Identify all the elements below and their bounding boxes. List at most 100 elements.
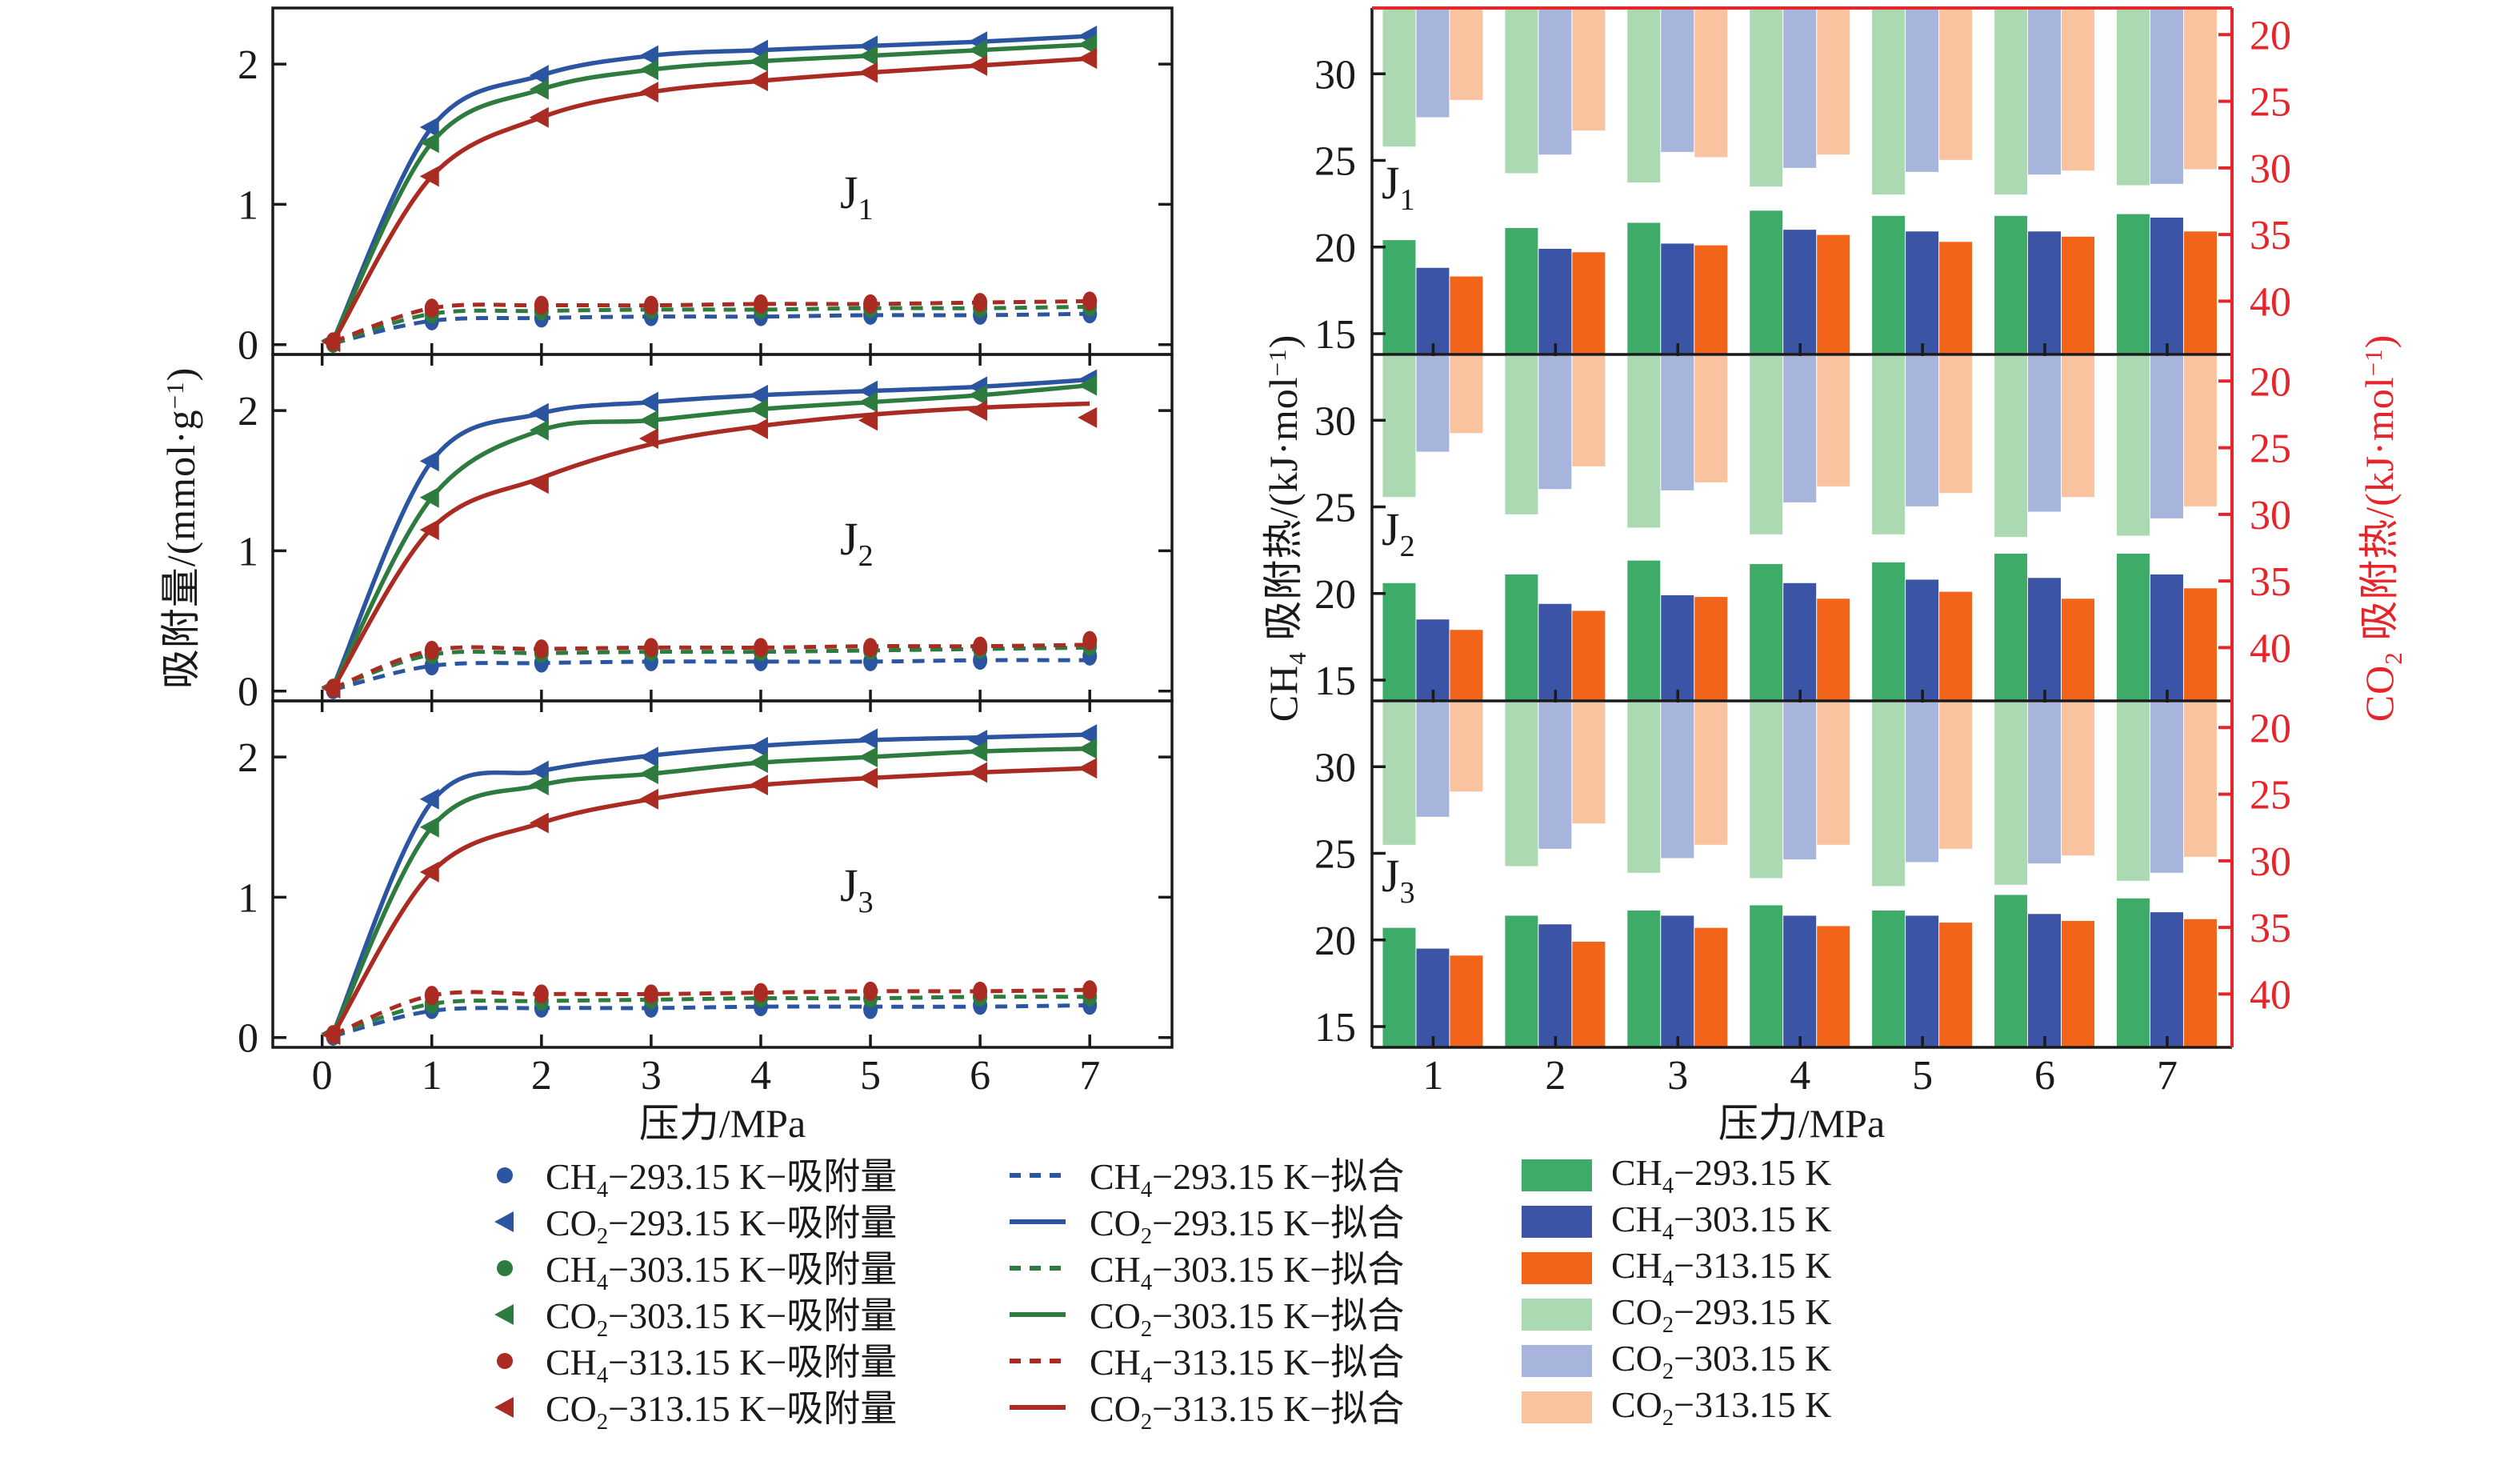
co2-heat-bar (1906, 356, 1939, 506)
data-point (419, 450, 439, 472)
triangle-left-marker-icon (494, 1397, 514, 1418)
ch4-heat-bar (2183, 231, 2217, 354)
ch4-heat-bar (1382, 582, 1416, 701)
svg-text:40: 40 (2250, 626, 2291, 671)
legend-label: CH4−303.15 K−拟合 (1090, 1249, 1405, 1295)
ch4-heat-bar (1382, 240, 1416, 354)
fit-line (332, 658, 1090, 692)
data-point (1078, 406, 1098, 428)
color-patch-icon (1522, 1159, 1592, 1191)
data-point (748, 775, 768, 796)
heats-panel-J2: 15 20 25 30 20 25 30 35 40 J2 (1314, 356, 2291, 712)
legend-item: CO2−293.15 K−吸附量 (474, 1199, 897, 1249)
data-point (1082, 980, 1098, 1000)
data-point (326, 678, 341, 698)
ch4-heat-bar (1694, 927, 1728, 1047)
co2-heat-bar (1538, 356, 1572, 490)
triangle-left-marker-icon (494, 1211, 514, 1232)
co2-heat-bar (2150, 702, 2183, 873)
ch4-heat-bar (2116, 214, 2150, 354)
svg-text:5: 5 (860, 1053, 881, 1099)
co2-heat-bar (1872, 702, 1906, 887)
data-point (748, 736, 768, 758)
ch4-heat-bar (1750, 210, 1783, 354)
co2-heat-bar (1572, 702, 1606, 824)
ch4-heat-bar (1694, 597, 1728, 701)
ch4-heat-bar (1416, 267, 1450, 354)
data-point (748, 398, 768, 420)
isotherm-x-axis-label: 压力/MPa (638, 1101, 806, 1146)
fit-line (332, 311, 1090, 346)
isotherm-panel-J2: 0 1 2 J2 (238, 353, 1174, 715)
ch4-heat-bar (1505, 227, 1538, 354)
data-point (419, 816, 439, 838)
data-point (1082, 630, 1098, 650)
svg-text:J1: J1 (1382, 157, 1415, 217)
solid-line-icon (1010, 1405, 1066, 1410)
co2-heat-bar (1817, 10, 1850, 155)
data-point (529, 78, 549, 100)
color-patch-icon (1522, 1299, 1592, 1331)
svg-text:25: 25 (2250, 80, 2291, 126)
data-point (858, 62, 878, 83)
ch4-heat-bar (1450, 630, 1483, 701)
ch4-heat-bar (1661, 243, 1694, 354)
data-point (326, 332, 341, 352)
co2-heat-bar (2183, 10, 2217, 170)
co2-heat-bar (1416, 702, 1450, 817)
data-point (753, 638, 768, 658)
data-point (326, 1025, 341, 1045)
data-point (529, 419, 549, 441)
fit-line (332, 1003, 1090, 1039)
legend-label: CH4−313.15 K (1611, 1245, 1832, 1291)
data-point (419, 519, 439, 541)
svg-text:25: 25 (2250, 426, 2291, 472)
data-point (968, 39, 988, 61)
data-point (424, 298, 439, 318)
data-point (968, 54, 988, 76)
legend-label: CO2−293.15 K−吸附量 (546, 1203, 898, 1249)
co2-heat-bar (2028, 356, 2062, 512)
ch4-heat-bar (1939, 591, 1973, 701)
svg-text:J1: J1 (840, 166, 874, 226)
svg-text:0: 0 (238, 1016, 258, 1062)
ch4-heat-bar (1872, 215, 1906, 354)
co2-heat-bar (1505, 702, 1538, 867)
co2-heat-bar (1817, 356, 1850, 486)
dashed-line-icon (1010, 1359, 1066, 1363)
svg-text:20: 20 (1314, 919, 1356, 964)
ch4-heat-bar (1906, 231, 1939, 354)
ch4-heat-bar (1783, 915, 1817, 1047)
data-point (638, 45, 658, 66)
circle-marker-icon (497, 1353, 513, 1369)
legend-label: CH4−293.15 K−吸附量 (546, 1156, 898, 1203)
data-point (858, 747, 878, 768)
data-point (1078, 724, 1098, 746)
co2-heat-bar (2062, 10, 2095, 171)
data-point (748, 50, 768, 72)
co2-heat-bar (1939, 702, 1973, 849)
data-point (638, 82, 658, 103)
legend-item: CO2−313.15 K−拟合 (1006, 1384, 1404, 1435)
svg-text:30: 30 (2250, 146, 2291, 192)
legend-item: CH4−303.15 K−吸附量 (474, 1245, 897, 1295)
color-patch-icon (1522, 1206, 1592, 1238)
data-point (419, 788, 439, 810)
ch4-heat-bar (1906, 915, 1939, 1047)
co2-heat-bar (1906, 702, 1939, 863)
legend-column-points: CH4−293.15 K−吸附量 CO2−293.15 K−吸附量 CH4−303.… (474, 1152, 897, 1435)
data-point (1078, 758, 1098, 779)
svg-text:30: 30 (1314, 52, 1356, 98)
svg-text:0: 0 (238, 323, 258, 369)
ch4-heat-bar (2028, 914, 2062, 1047)
svg-text:30: 30 (1314, 745, 1356, 791)
co2-heat-bar (1450, 10, 1483, 100)
solid-line-icon (1010, 1219, 1066, 1224)
ch4-heat-bar (2116, 898, 2150, 1047)
svg-text:35: 35 (2250, 213, 2291, 258)
data-point (968, 741, 988, 763)
data-point (419, 132, 439, 154)
ch4-heat-bar (2062, 920, 2095, 1047)
data-point (858, 767, 878, 789)
